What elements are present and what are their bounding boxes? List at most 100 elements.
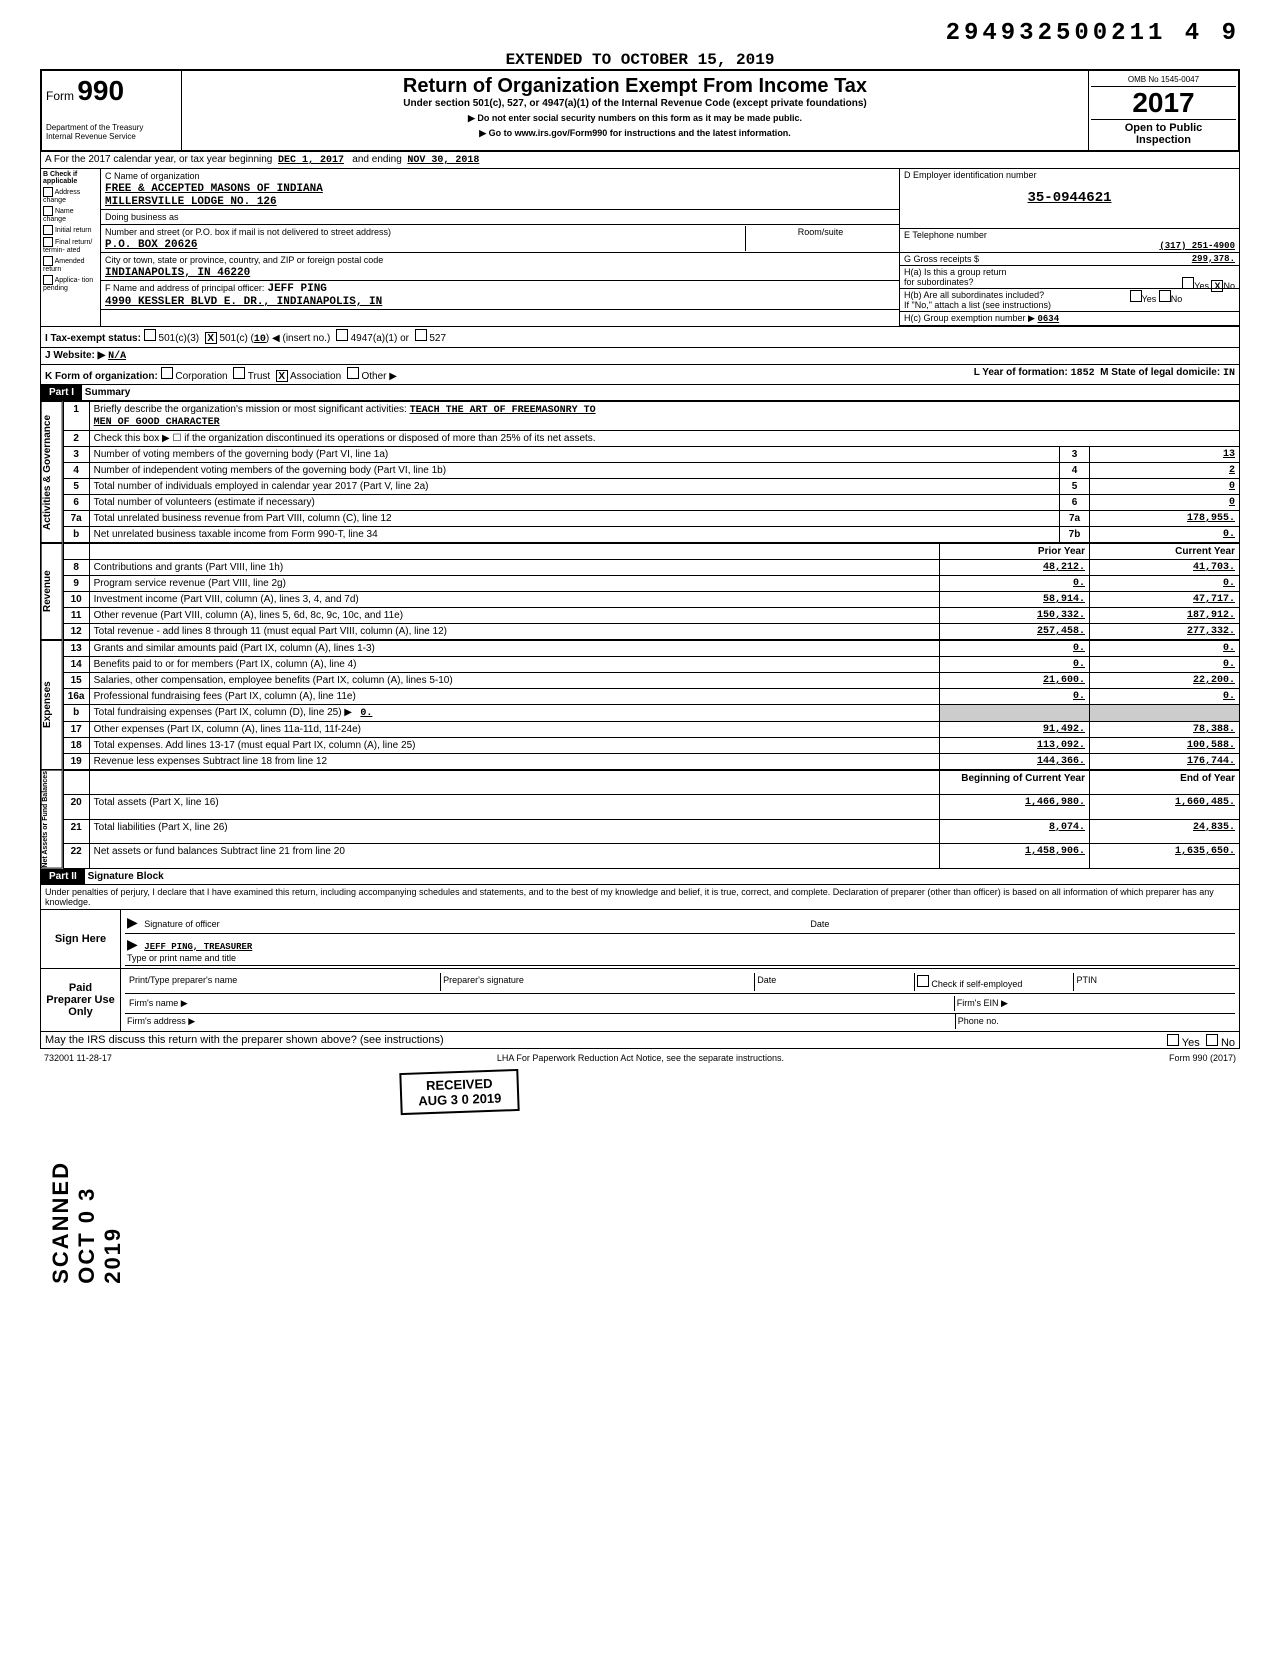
chk-501c3[interactable]: [144, 329, 156, 341]
side-activities: Activities & Governance: [41, 401, 63, 543]
row-9: 9Program service revenue (Part VIII, lin…: [63, 576, 1239, 592]
row-8: 8Contributions and grants (Part VIII, li…: [63, 560, 1239, 576]
501c-lbl: 501(c) (: [219, 333, 253, 344]
prep-date-label: Date: [755, 973, 915, 991]
prep-name-label: Print/Type preparer's name: [127, 973, 441, 991]
side-net-assets: Net Assets or Fund Balances: [41, 770, 63, 869]
summary-expenses-table: 13Grants and similar amounts paid (Part …: [63, 640, 1240, 770]
b-header: B Check if applicable: [43, 171, 98, 185]
chk-501c[interactable]: X: [205, 332, 217, 344]
row-4: 4Number of independent voting members of…: [63, 463, 1239, 479]
j-label: J Website: ▶: [45, 350, 105, 361]
opt-assoc: Association: [290, 371, 341, 382]
row-7b: bNet unrelated business taxable income f…: [63, 527, 1239, 543]
department-label: Department of the Treasury Internal Reve…: [46, 123, 177, 141]
hc-label: H(c) Group exemption number ▶: [904, 313, 1035, 323]
row-19: 19Revenue less expenses Subtract line 18…: [63, 754, 1239, 770]
row-10: 10Investment income (Part VIII, column (…: [63, 592, 1239, 608]
form-number: 990: [77, 75, 124, 106]
prior-year-hdr: Prior Year: [940, 544, 1090, 560]
city-label: City or town, state or province, country…: [105, 255, 383, 265]
row-20: 20Total assets (Part X, line 16)1,466,98…: [63, 795, 1239, 819]
m-label: M State of legal domicile:: [1100, 367, 1220, 378]
row-18: 18Total expenses. Add lines 13-17 (must …: [63, 738, 1239, 754]
row-7a: 7aTotal unrelated business revenue from …: [63, 511, 1239, 527]
row-a-tax-year: A For the 2017 calendar year, or tax yea…: [40, 152, 1240, 169]
lbl-initial-return: Initial return: [55, 227, 92, 234]
arrow-icon-2: ▶: [127, 936, 138, 953]
527-lbl: 527: [429, 333, 446, 344]
hb-no-box[interactable]: [1159, 290, 1171, 302]
tax-year: 2017: [1091, 87, 1236, 119]
row-12: 12Total revenue - add lines 8 through 11…: [63, 624, 1239, 640]
phone-label: Phone no.: [955, 1014, 1235, 1029]
chk-amended[interactable]: [43, 256, 53, 266]
begin-year-hdr: Beginning of Current Year: [940, 771, 1090, 795]
part2-label: Part II: [41, 869, 85, 884]
chk-address-change[interactable]: [43, 187, 53, 197]
signature-block: Under penalties of perjury, I declare th…: [40, 885, 1240, 1049]
opt-trust: Trust: [248, 371, 270, 382]
ha-label: H(a) Is this a group return: [904, 267, 1007, 277]
footer-form: Form 990 (2017): [1169, 1053, 1236, 1063]
org-name-2: MILLERSVILLE LODGE NO. 126: [105, 196, 277, 208]
col-right-d-through-h: D Employer identification number 35-0944…: [899, 169, 1239, 326]
received-date: AUG 3 0 2019: [418, 1091, 502, 1109]
year-begin: DEC 1, 2017: [278, 155, 344, 166]
line1-val: TEACH THE ART OF FREEMASONRY TO: [410, 405, 596, 416]
no-lbl-2: No: [1171, 294, 1183, 304]
col-c-org-info: C Name of organization FREE & ACCEPTED M…: [101, 169, 899, 326]
chk-self-employed[interactable]: [917, 975, 929, 987]
sign-here-label: Sign Here: [41, 910, 121, 968]
footer-lha: LHA For Paperwork Reduction Act Notice, …: [497, 1053, 784, 1063]
po-box: P.O. BOX 20626: [105, 239, 197, 251]
date-label: Date: [810, 919, 829, 929]
end-year-hdr: End of Year: [1090, 771, 1240, 795]
line1-label: Briefly describe the organization's miss…: [94, 404, 407, 415]
part1-header: Part I Summary: [40, 385, 1240, 401]
row-22: 22Net assets or fund balances Subtract l…: [63, 844, 1239, 868]
gross-receipts: 299,378.: [1192, 254, 1235, 264]
officer-name-title: JEFF PING, TREASURER: [144, 942, 252, 952]
chk-application-pending[interactable]: [43, 275, 53, 285]
opt-other: Other ▶: [361, 371, 396, 382]
row-21: 21Total liabilities (Part X, line 26)8,0…: [63, 819, 1239, 843]
discuss-yes: Yes: [1182, 1037, 1200, 1049]
chk-final-return[interactable]: [43, 237, 53, 247]
city-state-zip: INDIANAPOLIS, IN 46220: [105, 267, 250, 279]
year-end: NOV 30, 2018: [407, 155, 479, 166]
hb-yes-box[interactable]: [1130, 290, 1142, 302]
yes-lbl-2: Yes: [1142, 294, 1157, 304]
row-3: 3Number of voting members of the governi…: [63, 447, 1239, 463]
summary-revenue-table: Prior YearCurrent Year 8Contributions an…: [63, 543, 1240, 640]
part1-label: Part I: [41, 385, 82, 400]
ha-yes-box[interactable]: [1182, 277, 1194, 289]
chk-corp[interactable]: [161, 367, 173, 379]
4947-lbl: 4947(a)(1) or: [351, 333, 409, 344]
chk-trust[interactable]: [233, 367, 245, 379]
col-b-checkboxes: B Check if applicable Address change Nam…: [41, 169, 101, 326]
chk-4947[interactable]: [336, 329, 348, 341]
end-label: and ending: [352, 154, 402, 165]
yes-lbl: Yes: [1194, 281, 1209, 291]
discuss-yes-box[interactable]: [1167, 1034, 1179, 1046]
line-i-tax-exempt: I Tax-exempt status: 501(c)(3) X 501(c) …: [40, 327, 1240, 348]
discuss-no-box[interactable]: [1206, 1034, 1218, 1046]
addr-label: Number and street (or P.O. box if mail i…: [105, 227, 391, 237]
row-17: 17Other expenses (Part IX, column (A), l…: [63, 722, 1239, 738]
ein: 35-0944621: [1027, 190, 1111, 206]
chk-assoc[interactable]: X: [276, 370, 288, 382]
self-emp-label: Check if self-employed: [931, 979, 1022, 989]
chk-initial-return[interactable]: [43, 225, 53, 235]
name-sub-label: Type or print name and title: [127, 953, 236, 963]
top-document-number: 294932500211 4 9: [40, 20, 1240, 47]
ha-no-box[interactable]: X: [1211, 280, 1223, 292]
form-prefix: Form: [46, 89, 74, 103]
chk-name-change[interactable]: [43, 206, 53, 216]
chk-other[interactable]: [347, 367, 359, 379]
summary-netassets-table: Beginning of Current YearEnd of Year 20T…: [63, 770, 1240, 869]
side-revenue: Revenue: [41, 543, 63, 640]
prep-sig-label: Preparer's signature: [441, 973, 755, 991]
chk-527[interactable]: [415, 329, 427, 341]
firm-name-label: Firm's name ▶: [127, 996, 954, 1011]
